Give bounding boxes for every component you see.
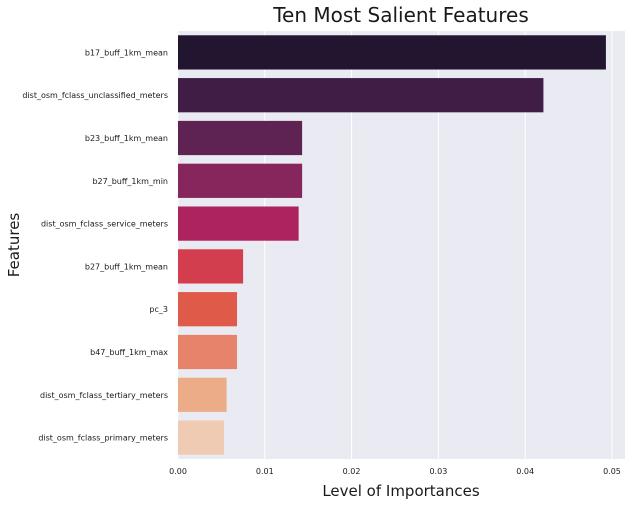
chart-title: Ten Most Salient Features <box>272 3 529 27</box>
y-tick-labels: b17_buff_1km_mean dist_osm_fclass_unclass… <box>22 48 168 442</box>
y-tick-label: dist_osm_fclass_primary_meters <box>38 434 168 443</box>
bars <box>178 35 606 455</box>
y-tick-label: dist_osm_fclass_service_meters <box>41 220 168 229</box>
bar <box>178 249 244 284</box>
bar <box>178 377 227 412</box>
x-tick-label: 0.02 <box>343 467 361 476</box>
bar <box>178 206 299 241</box>
bar <box>178 120 303 156</box>
x-tick-label: 0.04 <box>516 467 534 476</box>
y-axis-label: Features <box>5 213 23 278</box>
y-tick-label: pc_3 <box>149 305 168 314</box>
y-tick-label: b27_buff_1km_mean <box>85 262 168 271</box>
y-tick-label: dist_osm_fclass_tertiary_meters <box>40 391 168 400</box>
bar <box>178 78 544 113</box>
y-tick-label: b47_buff_1km_max <box>90 348 168 357</box>
y-tick-label: b27_buff_1km_min <box>92 177 168 186</box>
y-tick-label: b17_buff_1km_mean <box>85 48 168 57</box>
bar <box>178 420 225 455</box>
bar <box>178 35 606 70</box>
bar <box>178 292 238 327</box>
x-tick-label: 0.01 <box>256 467 274 476</box>
x-tick-label: 0.03 <box>429 467 447 476</box>
y-tick-label: dist_osm_fclass_unclassified_meters <box>22 91 168 100</box>
bar <box>178 163 303 198</box>
x-tick-label: 0.05 <box>603 467 621 476</box>
x-axis-label: Level of Importances <box>322 482 480 500</box>
y-tick-label: b23_buff_1km_mean <box>85 134 168 143</box>
x-tick-label: 0.00 <box>169 467 187 476</box>
x-tick-labels: 0.00 0.01 0.02 0.03 0.04 0.05 <box>169 467 621 476</box>
bar <box>178 334 238 370</box>
